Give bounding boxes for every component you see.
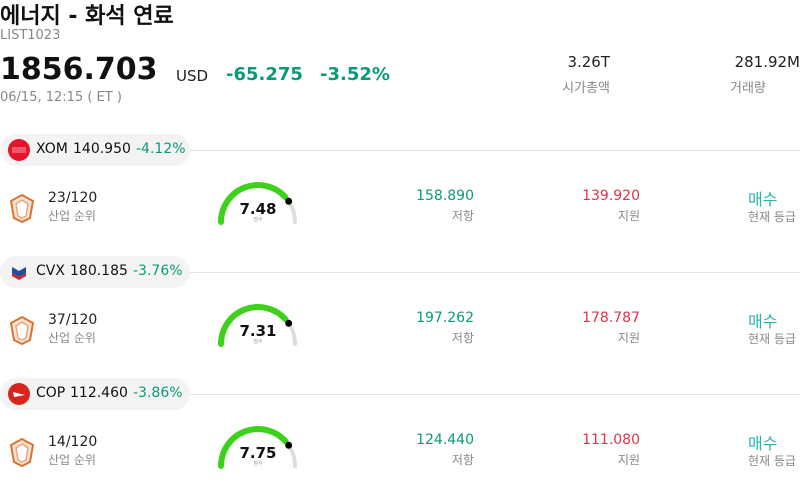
stat-label: 시가총액 [562, 81, 610, 96]
gauge [218, 426, 297, 469]
price: 1856.703 [0, 52, 158, 87]
support-label: 지원 [617, 453, 640, 467]
shield-icon [9, 437, 35, 468]
resistance-label: 저항 [451, 209, 474, 223]
score: 7.48 [239, 200, 277, 218]
change: -65.275 [226, 64, 303, 85]
divider [190, 150, 800, 151]
rating: 매수 [748, 312, 778, 331]
rank-label: 산업 순위 [48, 209, 96, 223]
stock-change: -3.86% [133, 385, 183, 401]
title: 에너지 - 화석 연료 [0, 4, 174, 29]
stat-value: 3.26T [567, 53, 610, 71]
score-label: 점수 [253, 339, 263, 345]
stat-label: 거래량 [730, 81, 766, 96]
stock-pill[interactable] [0, 256, 190, 288]
resistance: 124.440 [416, 432, 474, 448]
change-pct: -3.52% [320, 64, 390, 85]
gauge [218, 182, 297, 225]
stock-logo [8, 139, 30, 161]
score-label: 점수 [253, 461, 263, 467]
rank: 23/120 [48, 190, 98, 206]
support: 139.920 [582, 188, 640, 204]
divider [190, 394, 800, 395]
stock-price: 112.460 [70, 385, 128, 401]
rank-label: 산업 순위 [48, 331, 96, 345]
resistance-label: 저항 [451, 331, 474, 345]
stock-price: 140.950 [73, 141, 131, 157]
stock-change: -4.12% [136, 141, 186, 157]
rating-label: 현재 등급 [748, 454, 796, 468]
rating: 매수 [748, 434, 778, 453]
stat-value: 281.92M [734, 53, 800, 71]
support: 178.787 [582, 310, 640, 326]
rating-label: 현재 등급 [748, 332, 796, 346]
rank: 37/120 [48, 312, 98, 328]
resistance-label: 저항 [451, 453, 474, 467]
divider [190, 272, 800, 273]
stock-logo [12, 267, 26, 280]
support-label: 지원 [617, 209, 640, 223]
stock-price: 180.185 [70, 263, 128, 279]
score: 7.31 [239, 322, 277, 340]
currency: USD [176, 67, 209, 85]
support: 111.080 [582, 432, 640, 448]
rank-label: 산업 순위 [48, 453, 96, 467]
ticker: COP [36, 385, 66, 401]
ticker: CVX [36, 263, 65, 279]
stock-pill[interactable] [0, 134, 190, 166]
rating: 매수 [748, 190, 778, 209]
time: 06/15, 12:15 ( ET ) [0, 90, 122, 105]
rank: 14/120 [48, 434, 98, 450]
shield-icon [9, 193, 35, 224]
ticker: XOM [36, 141, 68, 157]
resistance: 158.890 [416, 188, 474, 204]
stock-change: -3.76% [133, 263, 183, 279]
shield-icon [9, 315, 35, 346]
code: LIST1023 [0, 28, 61, 43]
rating-label: 현재 등급 [748, 210, 796, 224]
resistance: 197.262 [416, 310, 474, 326]
stock-logo [8, 383, 30, 405]
score: 7.75 [239, 444, 277, 462]
score-label: 점수 [253, 217, 263, 223]
support-label: 지원 [617, 331, 640, 345]
stock-pill[interactable] [0, 378, 190, 410]
gauge [218, 304, 297, 347]
